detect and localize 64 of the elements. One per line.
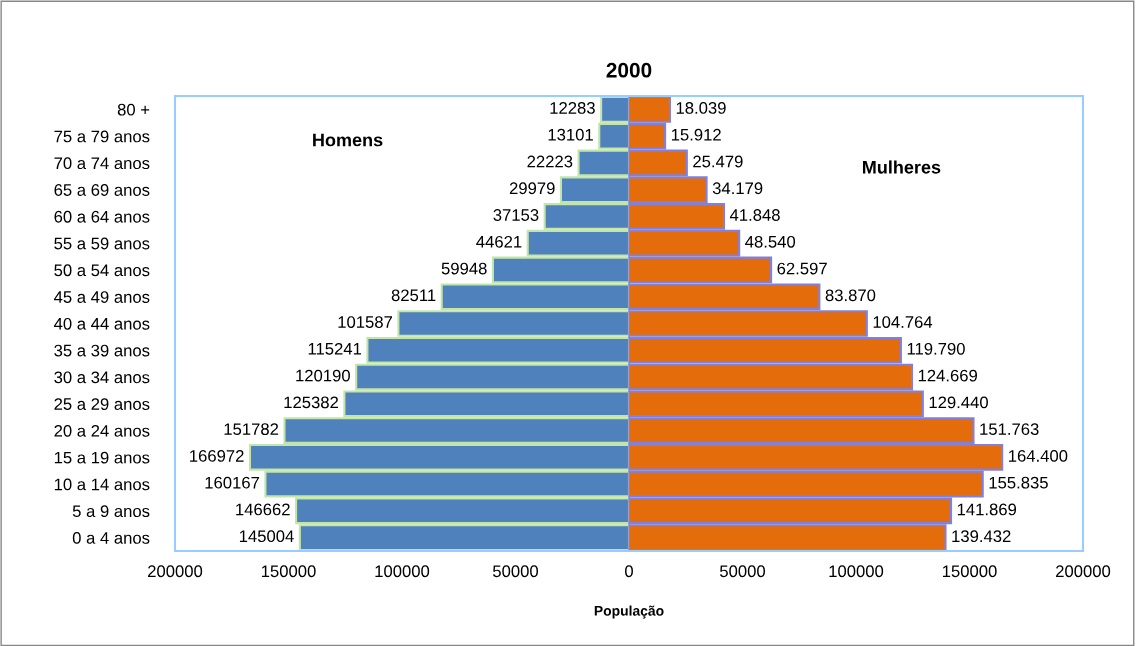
data-label: 34.179 <box>712 182 763 195</box>
data-label: 104.764 <box>873 316 933 328</box>
data-label: 151782 <box>224 423 279 436</box>
data-label: 146662 <box>236 503 290 516</box>
data-label: 83.870 <box>825 289 876 302</box>
y-tick-label: 70 a 74 anos <box>54 157 150 170</box>
y-tick-label: 30 a 34 anos <box>54 371 150 384</box>
data-label: 82511 <box>391 289 436 302</box>
y-tick-label: 75 a 79 anos <box>54 130 150 143</box>
annotation: Mulheres <box>862 160 941 174</box>
data-label: 37153 <box>493 209 539 221</box>
data-label: 22223 <box>527 155 573 168</box>
data-label: 155.835 <box>989 476 1048 489</box>
x-tick-label: 50000 <box>493 565 539 578</box>
y-tick-label: 5 a 9 anos <box>72 505 150 518</box>
chart-title: 2000 <box>606 62 652 78</box>
data-label: 101587 <box>338 316 393 328</box>
x-tick-label: 200000 <box>1056 565 1111 578</box>
data-label: 166972 <box>190 450 244 462</box>
x-tick-label: 0 <box>625 565 633 578</box>
y-tick-label: 65 a 69 anos <box>54 184 150 196</box>
data-label: 13101 <box>548 128 593 141</box>
y-tick-label: 50 a 54 anos <box>54 264 150 277</box>
data-label: 124.669 <box>918 369 978 382</box>
data-label: 25.479 <box>693 155 743 168</box>
data-label: 115241 <box>308 342 362 355</box>
y-tick-label: 0 a 4 anos <box>72 532 150 544</box>
data-label: 44621 <box>476 235 522 248</box>
data-label: 139.432 <box>952 530 1011 543</box>
data-label: 160167 <box>205 476 260 489</box>
data-label: 120190 <box>296 369 350 382</box>
y-tick-label: 20 a 24 anos <box>54 424 150 437</box>
annotation: Homens <box>313 133 383 147</box>
data-label: 29979 <box>509 182 555 195</box>
data-label: 62.597 <box>777 262 827 275</box>
x-tick-label: 150000 <box>942 565 997 578</box>
data-label: 41.848 <box>729 209 780 221</box>
data-label: 151.763 <box>980 423 1039 436</box>
y-tick-label: 25 a 29 anos <box>54 398 150 410</box>
x-tick-label: 50000 <box>720 565 766 578</box>
x-tick-label: 100000 <box>829 565 884 578</box>
data-label: 15.912 <box>671 128 721 141</box>
y-tick-label: 45 a 49 anos <box>54 291 150 303</box>
y-tick-label: 55 a 59 anos <box>54 237 150 250</box>
data-label: 12283 <box>550 102 595 114</box>
x-axis-title: População <box>594 605 664 619</box>
x-tick-label: 150000 <box>261 565 316 578</box>
data-label: 48.540 <box>745 235 796 248</box>
data-label: 141.869 <box>957 503 1017 516</box>
data-label: 129.440 <box>929 396 988 409</box>
data-label: 18.039 <box>676 102 726 114</box>
x-tick-label: 200000 <box>148 565 203 578</box>
data-label: 119.790 <box>907 342 965 355</box>
y-tick-label: 40 a 44 anos <box>54 317 150 330</box>
data-label: 145004 <box>239 530 294 543</box>
y-tick-label: 10 a 14 anos <box>54 478 150 491</box>
data-label: 125382 <box>284 396 338 409</box>
y-tick-label: 15 a 19 anos <box>54 451 150 464</box>
data-label: 164.400 <box>1009 450 1068 462</box>
y-tick-label: 35 a 39 anos <box>54 344 150 357</box>
x-tick-label: 100000 <box>375 565 430 578</box>
y-tick-label: 60 a 64 anos <box>54 210 150 223</box>
data-label: 59948 <box>441 262 487 275</box>
y-tick-label: 80 + <box>117 103 150 116</box>
